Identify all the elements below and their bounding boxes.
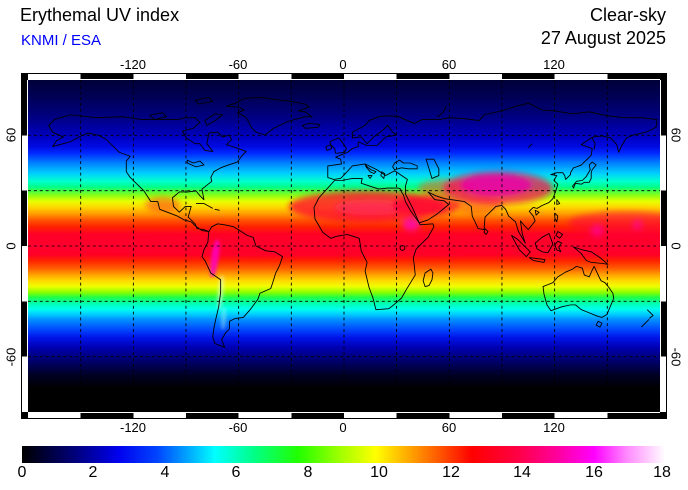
colorbar-tick: 10 (370, 464, 388, 481)
frame-tickbar-left (22, 80, 27, 412)
hotspot-pacific-dot (632, 219, 643, 230)
lon-tick-top: 60 (441, 57, 457, 72)
hotspot-ethiopia (402, 218, 421, 231)
lon-tick-top: 0 (339, 57, 347, 72)
lat-tick-left: -60 (3, 347, 19, 367)
colorbar-tick: 18 (653, 464, 671, 481)
hotspot-sahara-core (334, 199, 410, 216)
colorbar-tick: 0 (17, 464, 27, 481)
lon-tick-top: 120 (543, 57, 565, 72)
colorbar-tick: 14 (513, 464, 531, 481)
frame-tickbar-bottom (28, 413, 660, 418)
graticule (28, 80, 660, 412)
colorbar-tick: 4 (160, 464, 170, 481)
uv-colorbar (22, 446, 665, 463)
lon-tick-top: -60 (228, 57, 248, 72)
lon-tick-bottom: 0 (339, 420, 347, 435)
lat-tick-left: 0 (3, 242, 19, 250)
hotspot-mexico (144, 196, 181, 213)
lon-tick-bottom: 120 (543, 420, 565, 435)
lat-tick-right: 60 (668, 127, 684, 143)
map-frame (21, 73, 667, 419)
lat-tick-right: -60 (668, 347, 684, 367)
page-title: Erythemal UV index (20, 5, 180, 25)
colorbar-tick: 12 (442, 464, 460, 481)
lon-tick-bottom: -120 (119, 420, 147, 435)
sky-condition-label: Clear-sky (589, 5, 666, 25)
colorbar-tick: 6 (231, 464, 241, 481)
world-uv-map (28, 80, 660, 412)
frame-tickbar-top (28, 74, 660, 79)
frame-corner (22, 412, 28, 418)
data-source-label: KNMI / ESA (21, 32, 102, 49)
lat-tick-left: 60 (3, 127, 19, 143)
date-label: 27 August 2025 (540, 28, 666, 48)
frame-corner (660, 412, 666, 418)
frame-corner (22, 74, 28, 80)
lon-tick-bottom: -60 (228, 420, 248, 435)
colorbar-tick: 8 (303, 464, 313, 481)
lon-tick-top: -120 (119, 57, 147, 72)
coastlines (48, 96, 658, 348)
lon-tick-bottom: 60 (441, 420, 457, 435)
colorbar-tick: 16 (585, 464, 603, 481)
colorbar-tick: 2 (88, 464, 98, 481)
frame-corner (660, 74, 666, 80)
lat-tick-right: 0 (668, 242, 684, 250)
hotspot-pacific-dot (591, 224, 603, 237)
frame-tickbar-right (661, 80, 666, 412)
hotspot-tibet-core (460, 174, 532, 196)
uv-map-svg (28, 80, 660, 412)
